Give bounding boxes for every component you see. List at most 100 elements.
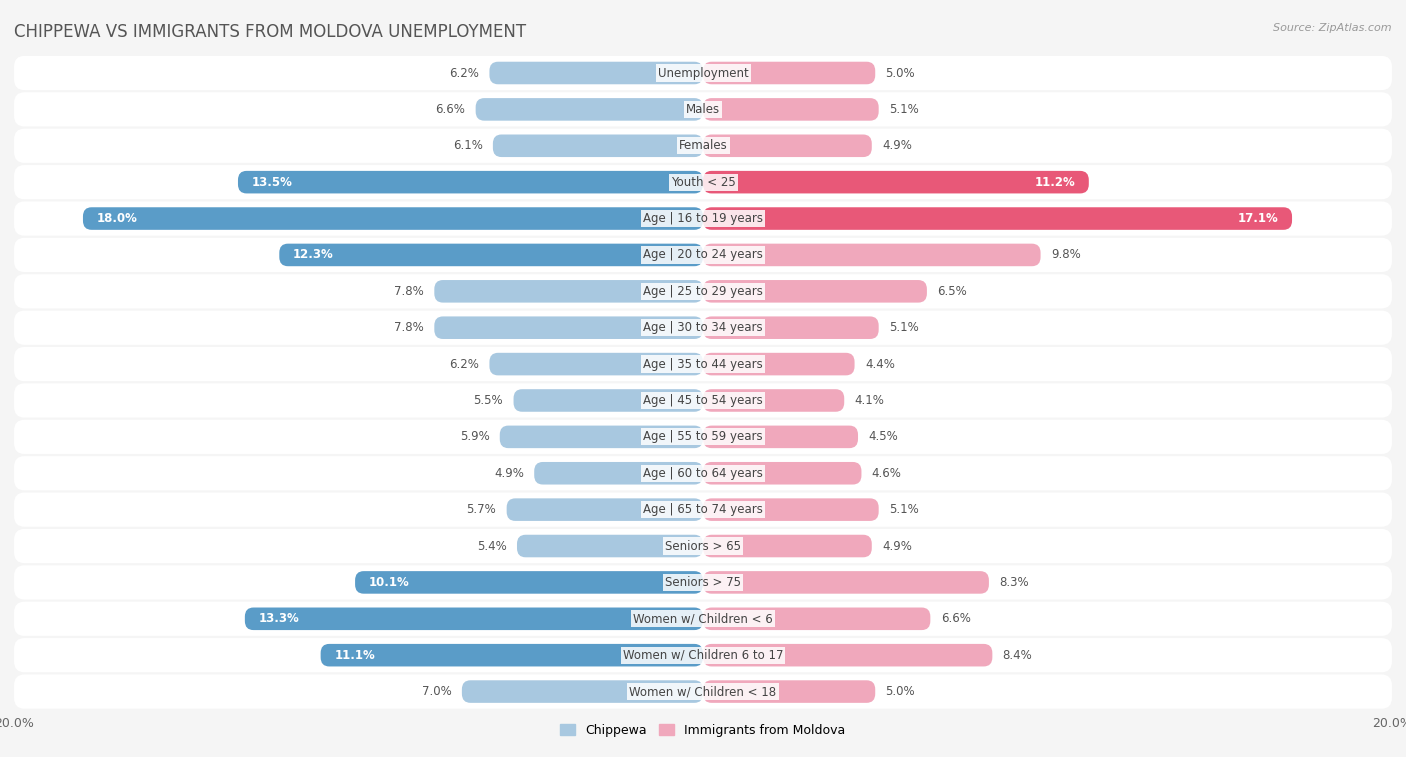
Text: 6.1%: 6.1% — [453, 139, 482, 152]
FancyBboxPatch shape — [14, 565, 1392, 600]
Text: 5.7%: 5.7% — [467, 503, 496, 516]
Text: 5.0%: 5.0% — [886, 67, 915, 79]
Text: 4.6%: 4.6% — [872, 467, 901, 480]
FancyBboxPatch shape — [280, 244, 703, 266]
FancyBboxPatch shape — [703, 280, 927, 303]
FancyBboxPatch shape — [14, 165, 1392, 199]
FancyBboxPatch shape — [703, 571, 988, 593]
FancyBboxPatch shape — [475, 98, 703, 120]
FancyBboxPatch shape — [534, 462, 703, 484]
Text: Age | 45 to 54 years: Age | 45 to 54 years — [643, 394, 763, 407]
Text: 4.5%: 4.5% — [869, 431, 898, 444]
Text: Women w/ Children < 18: Women w/ Children < 18 — [630, 685, 776, 698]
FancyBboxPatch shape — [14, 92, 1392, 126]
Text: 4.9%: 4.9% — [882, 540, 912, 553]
FancyBboxPatch shape — [14, 238, 1392, 272]
FancyBboxPatch shape — [321, 644, 703, 666]
Text: 5.9%: 5.9% — [460, 431, 489, 444]
Text: 9.8%: 9.8% — [1050, 248, 1081, 261]
Text: 6.2%: 6.2% — [450, 357, 479, 371]
FancyBboxPatch shape — [703, 608, 931, 630]
FancyBboxPatch shape — [14, 56, 1392, 90]
Text: 8.3%: 8.3% — [1000, 576, 1029, 589]
FancyBboxPatch shape — [703, 171, 1088, 194]
Text: 7.8%: 7.8% — [394, 285, 425, 298]
FancyBboxPatch shape — [14, 274, 1392, 308]
FancyBboxPatch shape — [83, 207, 703, 230]
FancyBboxPatch shape — [499, 425, 703, 448]
FancyBboxPatch shape — [461, 681, 703, 702]
Text: 8.4%: 8.4% — [1002, 649, 1032, 662]
FancyBboxPatch shape — [489, 353, 703, 375]
Text: 5.1%: 5.1% — [889, 321, 918, 334]
Text: Youth < 25: Youth < 25 — [671, 176, 735, 188]
Text: Males: Males — [686, 103, 720, 116]
Text: 4.4%: 4.4% — [865, 357, 894, 371]
Text: 12.3%: 12.3% — [292, 248, 333, 261]
Text: Seniors > 65: Seniors > 65 — [665, 540, 741, 553]
Text: Age | 55 to 59 years: Age | 55 to 59 years — [643, 431, 763, 444]
Text: 4.9%: 4.9% — [494, 467, 524, 480]
Text: 5.4%: 5.4% — [477, 540, 506, 553]
FancyBboxPatch shape — [14, 674, 1392, 709]
FancyBboxPatch shape — [14, 529, 1392, 563]
FancyBboxPatch shape — [434, 316, 703, 339]
FancyBboxPatch shape — [703, 98, 879, 120]
Text: Age | 35 to 44 years: Age | 35 to 44 years — [643, 357, 763, 371]
Text: 6.6%: 6.6% — [941, 612, 970, 625]
Text: 5.0%: 5.0% — [886, 685, 915, 698]
FancyBboxPatch shape — [703, 353, 855, 375]
FancyBboxPatch shape — [703, 389, 844, 412]
FancyBboxPatch shape — [703, 534, 872, 557]
Text: 5.5%: 5.5% — [474, 394, 503, 407]
FancyBboxPatch shape — [703, 498, 879, 521]
FancyBboxPatch shape — [703, 135, 872, 157]
Text: 7.8%: 7.8% — [394, 321, 425, 334]
FancyBboxPatch shape — [703, 644, 993, 666]
Text: CHIPPEWA VS IMMIGRANTS FROM MOLDOVA UNEMPLOYMENT: CHIPPEWA VS IMMIGRANTS FROM MOLDOVA UNEM… — [14, 23, 526, 41]
Text: 13.3%: 13.3% — [259, 612, 299, 625]
FancyBboxPatch shape — [356, 571, 703, 593]
Text: 11.1%: 11.1% — [335, 649, 375, 662]
FancyBboxPatch shape — [238, 171, 703, 194]
FancyBboxPatch shape — [14, 493, 1392, 527]
FancyBboxPatch shape — [14, 383, 1392, 418]
FancyBboxPatch shape — [703, 244, 1040, 266]
Text: 6.5%: 6.5% — [938, 285, 967, 298]
Text: Age | 60 to 64 years: Age | 60 to 64 years — [643, 467, 763, 480]
FancyBboxPatch shape — [245, 608, 703, 630]
Text: Age | 25 to 29 years: Age | 25 to 29 years — [643, 285, 763, 298]
Text: Age | 30 to 34 years: Age | 30 to 34 years — [643, 321, 763, 334]
Text: 7.0%: 7.0% — [422, 685, 451, 698]
Text: 13.5%: 13.5% — [252, 176, 292, 188]
Text: 5.1%: 5.1% — [889, 103, 918, 116]
Text: 6.6%: 6.6% — [436, 103, 465, 116]
Text: Age | 65 to 74 years: Age | 65 to 74 years — [643, 503, 763, 516]
Text: 6.2%: 6.2% — [450, 67, 479, 79]
Text: 17.1%: 17.1% — [1237, 212, 1278, 225]
Text: Source: ZipAtlas.com: Source: ZipAtlas.com — [1274, 23, 1392, 33]
FancyBboxPatch shape — [494, 135, 703, 157]
Text: 10.1%: 10.1% — [368, 576, 409, 589]
FancyBboxPatch shape — [703, 425, 858, 448]
Text: 4.9%: 4.9% — [882, 139, 912, 152]
Text: Unemployment: Unemployment — [658, 67, 748, 79]
Text: Age | 20 to 24 years: Age | 20 to 24 years — [643, 248, 763, 261]
Text: Age | 16 to 19 years: Age | 16 to 19 years — [643, 212, 763, 225]
Text: Women w/ Children < 6: Women w/ Children < 6 — [633, 612, 773, 625]
FancyBboxPatch shape — [14, 310, 1392, 344]
FancyBboxPatch shape — [14, 602, 1392, 636]
FancyBboxPatch shape — [14, 347, 1392, 382]
Text: Seniors > 75: Seniors > 75 — [665, 576, 741, 589]
FancyBboxPatch shape — [14, 638, 1392, 672]
FancyBboxPatch shape — [506, 498, 703, 521]
FancyBboxPatch shape — [513, 389, 703, 412]
FancyBboxPatch shape — [703, 462, 862, 484]
FancyBboxPatch shape — [703, 316, 879, 339]
Text: 11.2%: 11.2% — [1035, 176, 1076, 188]
Legend: Chippewa, Immigrants from Moldova: Chippewa, Immigrants from Moldova — [555, 718, 851, 742]
FancyBboxPatch shape — [434, 280, 703, 303]
FancyBboxPatch shape — [703, 207, 1292, 230]
FancyBboxPatch shape — [517, 534, 703, 557]
Text: Females: Females — [679, 139, 727, 152]
